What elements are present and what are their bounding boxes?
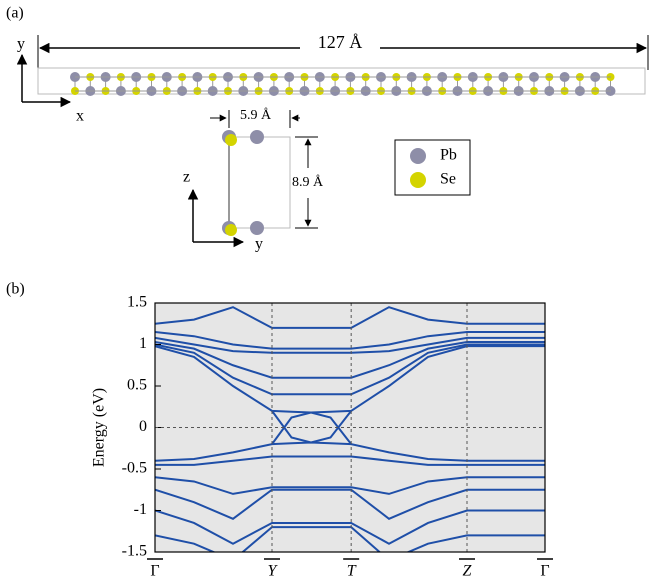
atom-chain (70, 72, 616, 96)
x-tick-label: T (347, 563, 357, 580)
y-tick-label: 0 (139, 418, 147, 435)
y-tick-label: -1.5 (122, 543, 147, 560)
x-tick-label: Z (463, 563, 473, 580)
legend-box (395, 140, 470, 195)
x-tick-label: Γ (150, 563, 159, 580)
legend-swatch (410, 148, 426, 164)
y-axis-title: Energy (eV) (91, 388, 108, 467)
x-tick-label: Γ (540, 563, 549, 580)
dimension-label: 5.9 Å (240, 107, 272, 123)
panel-a: (a) y x 127 Å 5.9 Å 8.9 Å z y PbS (6, 5, 648, 253)
legend-label: Se (440, 171, 456, 188)
legend-label: Pb (440, 147, 457, 164)
x-tick-label: Y (268, 563, 279, 580)
atom (225, 134, 237, 146)
atom (225, 224, 237, 236)
axis-label: y (255, 236, 263, 253)
legend-swatch (410, 172, 426, 188)
y-tick-label: -0.5 (122, 460, 147, 477)
y-tick-label: -1 (134, 501, 147, 518)
y-tick-label: 1 (139, 335, 147, 352)
axis-label: z (183, 169, 190, 186)
axis-label: x (76, 108, 84, 125)
y-tick-label: 0.5 (127, 377, 147, 394)
atom (250, 221, 264, 235)
figure: (a) y x 127 Å 5.9 Å 8.9 Å z y PbS (0, 0, 655, 583)
y-tick-label: 1.5 (127, 294, 147, 311)
cell-box (229, 137, 290, 228)
axis-label: y (17, 36, 25, 53)
dimension-label: 127 Å (318, 32, 363, 52)
dimension-label: 8.9 Å (292, 174, 324, 190)
panel-label: (a) (6, 5, 24, 22)
atom (250, 130, 264, 144)
panel-label: (b) (6, 281, 25, 298)
